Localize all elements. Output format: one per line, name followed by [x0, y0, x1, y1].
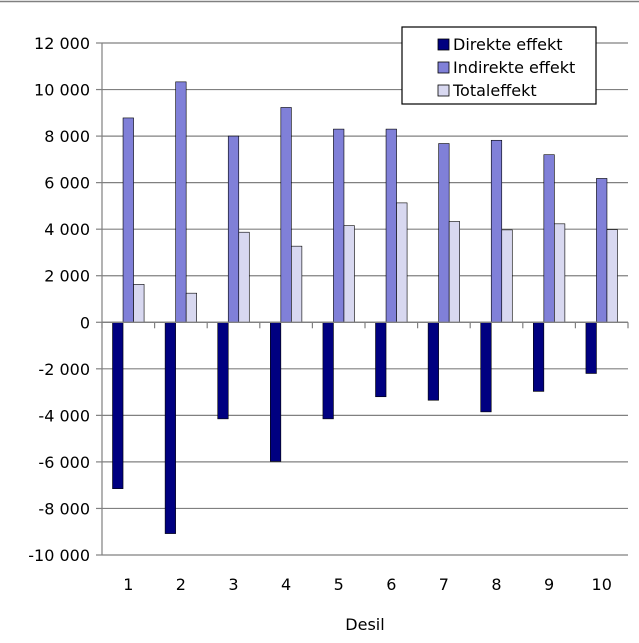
- x-tick-label: 2: [176, 575, 186, 594]
- bar: [227, 135, 240, 323]
- bar: [501, 229, 513, 323]
- legend-label: Direkte effekt: [453, 35, 563, 54]
- y-tick-label: 2 000: [44, 267, 90, 286]
- x-tick-label: 8: [491, 575, 501, 594]
- y-tick-label: 8 000: [44, 127, 90, 146]
- bar: [238, 231, 250, 323]
- bar: [185, 292, 197, 323]
- legend-swatch: [437, 84, 450, 97]
- bar: [438, 143, 450, 323]
- y-tick-label: -10 000: [28, 546, 90, 565]
- x-tick-label: 7: [439, 575, 449, 594]
- legend-label: Totaleffekt: [452, 81, 537, 100]
- x-axis-title: Desil: [345, 615, 384, 634]
- bar: [133, 284, 145, 323]
- bar: [291, 245, 303, 323]
- y-tick-label: -4 000: [38, 406, 90, 425]
- bars: [112, 81, 618, 534]
- x-tick-label: 10: [592, 575, 612, 594]
- bar: [175, 81, 187, 323]
- bar: [385, 128, 397, 323]
- x-tick-label: 6: [386, 575, 396, 594]
- x-tick-label: 1: [123, 575, 133, 594]
- x-tick-label: 5: [334, 575, 344, 594]
- y-tick-label: -8 000: [38, 499, 90, 518]
- bar: [217, 321, 229, 420]
- y-tick-labels: 12 000 10 000 8 000 6 000 4 000 2 000 0 -2 000 -…: [28, 34, 90, 565]
- bar: [122, 117, 134, 323]
- bar: [480, 321, 492, 413]
- bar: [396, 202, 408, 323]
- y-tick-label: -2 000: [38, 360, 90, 379]
- x-tick-label: 9: [544, 575, 554, 594]
- bar: [343, 225, 355, 323]
- bar: [606, 229, 618, 323]
- legend-swatch: [437, 61, 450, 74]
- y-tick-label: 12 000: [34, 34, 90, 53]
- bar: [280, 107, 292, 323]
- y-tick-label: 10 000: [34, 81, 90, 100]
- x-tick-label: 3: [228, 575, 238, 594]
- bar: [427, 321, 439, 401]
- bar: [543, 154, 555, 323]
- x-tick-labels: 1 2 3 4 5 6 7 8 9 10: [123, 575, 612, 594]
- bar: [164, 321, 176, 534]
- bar: [490, 139, 503, 323]
- bar: [585, 321, 597, 374]
- y-tick-label: 6 000: [44, 174, 90, 193]
- y-tick-label: 4 000: [44, 220, 90, 239]
- y-tick-label: -6 000: [38, 453, 90, 472]
- bar: [596, 178, 608, 323]
- legend-swatch: [437, 38, 450, 51]
- bar: [554, 223, 566, 323]
- bar: [270, 321, 282, 462]
- bar: [375, 321, 387, 398]
- axes: [101, 43, 629, 555]
- bar: [448, 221, 460, 323]
- bar: [112, 321, 124, 489]
- legend-label: Indirekte effekt: [453, 58, 575, 77]
- x-tick-label: 4: [281, 575, 291, 594]
- legend: Direkte effekt Indirekte effekt Totaleffek…: [401, 26, 597, 105]
- bar: [333, 128, 345, 323]
- bar: [533, 321, 545, 392]
- legend-box: [401, 26, 597, 105]
- y-tick-label: 0: [80, 313, 90, 332]
- bar: [322, 321, 334, 420]
